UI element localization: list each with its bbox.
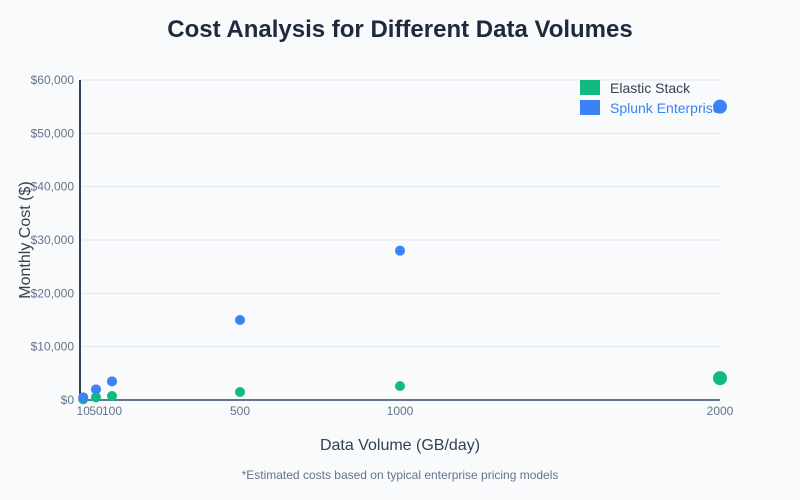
y-tick-label: $10,000 [31, 340, 75, 354]
y-axis-label: Monthly Cost ($) [17, 181, 34, 298]
legend-label: Splunk Enterprise [610, 100, 721, 116]
y-tick-label: $30,000 [31, 233, 75, 247]
y-tick-label: $40,000 [31, 180, 75, 194]
chart-title: Cost Analysis for Different Data Volumes [167, 16, 633, 43]
x-tick-label: 1000 [387, 404, 414, 418]
data-point [713, 99, 727, 114]
x-tick-label: 50 [89, 404, 103, 418]
legend-label: Elastic Stack [610, 80, 691, 96]
legend-swatch [580, 100, 600, 115]
data-point [713, 371, 727, 386]
y-tick-label: $50,000 [31, 126, 75, 140]
data-point [91, 384, 101, 395]
data-point [235, 315, 245, 325]
x-tick-label: 500 [230, 404, 250, 418]
y-tick-label: $0 [61, 393, 75, 407]
data-point [107, 391, 117, 401]
x-tick-label: 2000 [707, 404, 734, 418]
legend-swatch [580, 80, 600, 95]
data-point [395, 381, 405, 392]
data-point [395, 245, 405, 256]
x-tick-label: 100 [102, 404, 122, 418]
data-point [235, 387, 245, 397]
x-axis-label: Data Volume (GB/day) [320, 437, 480, 454]
data-point [91, 392, 101, 403]
data-point [107, 376, 117, 387]
y-tick-label: $60,000 [31, 73, 75, 87]
y-tick-label: $20,000 [31, 286, 75, 300]
data-point [78, 392, 89, 403]
footnote: *Estimated costs based on typical enterp… [241, 468, 559, 482]
x-tick-label: 10 [77, 404, 91, 418]
